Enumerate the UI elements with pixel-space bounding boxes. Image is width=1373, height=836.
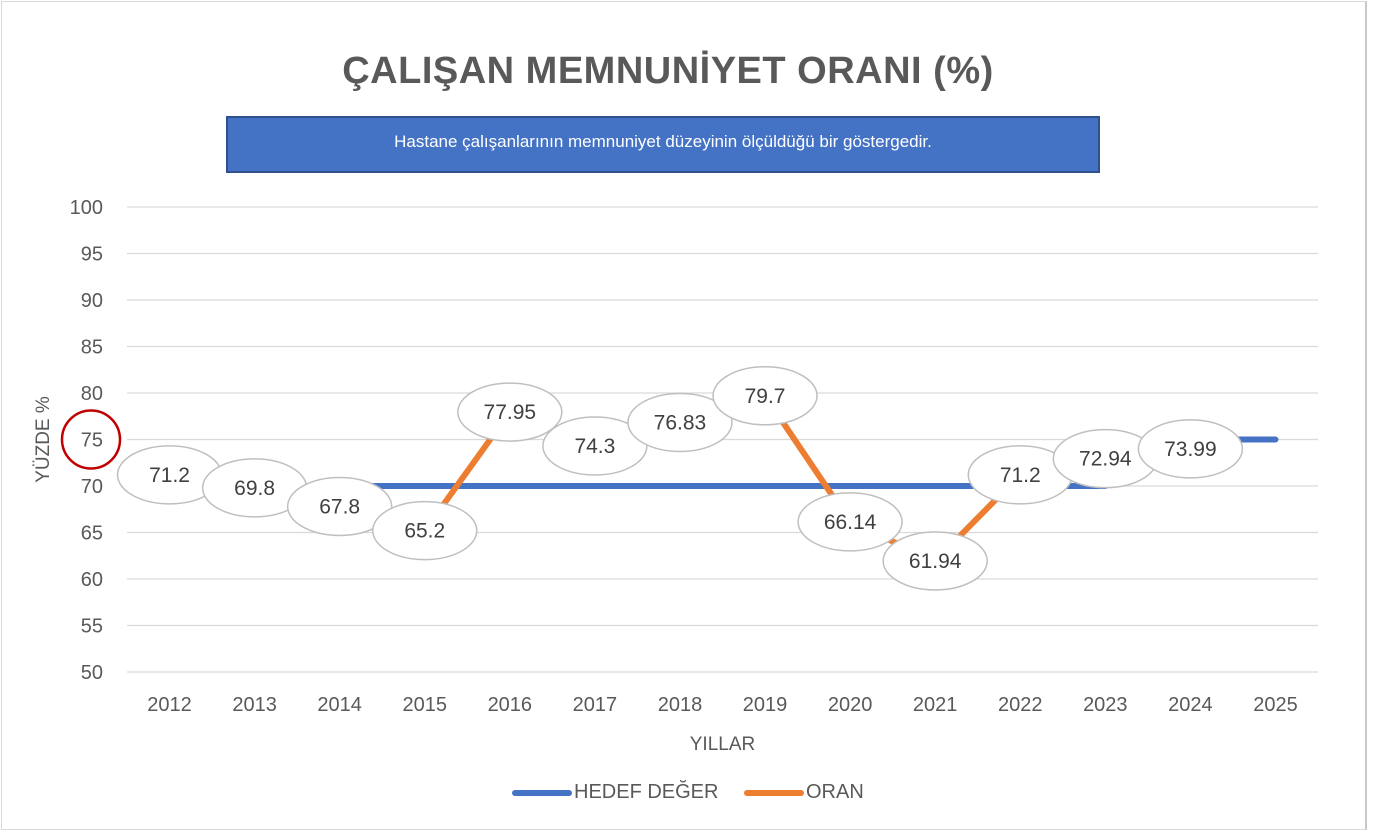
data-label: 69.8 [234,477,275,500]
data-label-bubble [1137,419,1244,479]
data-label-bubble [627,392,733,453]
x-tick-label: 2012 [147,694,192,716]
legend-label-oran: ORAN [806,781,864,803]
data-label: 67.8 [319,495,360,518]
legend-swatch-oran [744,790,804,796]
data-label-bubble [542,416,648,476]
x-tick-label: 2015 [403,694,448,716]
y-tick-label: 95 [81,244,103,266]
y-tick-label: 65 [81,523,103,545]
y-tick-label: 100 [70,197,103,219]
y-tick-label: 75 [81,430,103,452]
data-label-bubble [457,382,563,442]
x-tick-label: 2017 [573,694,618,716]
x-tick-label: 2022 [998,694,1043,716]
legend: HEDEF DEĞER ORAN [0,778,1373,806]
x-tick-label: 2014 [317,694,362,716]
data-label: 65.2 [404,520,445,543]
x-tick-label: 2023 [1083,694,1128,716]
x-tick-label: 2019 [743,694,788,716]
y-tick-label: 60 [81,569,103,591]
data-label: 71.2 [149,464,190,487]
x-tick-label: 2021 [913,694,958,716]
data-label-bubble [797,492,903,552]
x-tick-label: 2025 [1253,694,1298,716]
data-label-bubble [286,476,393,537]
legend-swatch-hedef [512,790,572,796]
y-tick-label: 70 [81,476,103,498]
x-tick-label: 2018 [658,694,703,716]
chart-subtitle: Hastane çalışanlarının memnuniyet düzeyi… [394,132,932,151]
chart-title: ÇALIŞAN MEMNUNİYET ORANI (%) [342,50,994,92]
y-tick-label: 80 [81,383,103,405]
y-tick-label: 90 [81,290,103,312]
data-label: 79.7 [745,385,786,408]
y-axis-title: YÜZDE % [33,396,54,483]
data-label: 74.3 [574,435,615,458]
data-label: 71.2 [1000,464,1041,487]
y-tick-label: 50 [81,662,103,684]
data-label-bubble [882,531,988,591]
x-tick-label: 2020 [828,694,873,716]
data-label: 66.14 [824,511,877,534]
x-tick-label: 2024 [1168,694,1213,716]
data-label-bubble [372,500,478,561]
data-label: 77.95 [484,401,537,424]
data-label: 76.83 [654,411,707,434]
chart-subtitle-box: Hastane çalışanlarının memnuniyet düzeyi… [226,116,1100,173]
x-tick-label: 2016 [488,694,533,716]
data-label: 73.99 [1164,438,1217,461]
data-label-bubble [712,366,818,426]
y-tick-label: 85 [81,337,103,359]
data-label: 61.94 [909,550,962,573]
legend-label-hedef: HEDEF DEĞER [574,781,719,803]
x-axis-title: YILLAR [690,734,755,755]
data-label: 72.94 [1079,448,1132,471]
x-tick-label: 2013 [232,694,277,716]
highlight-circle [60,409,122,470]
y-tick-label: 55 [81,616,103,638]
